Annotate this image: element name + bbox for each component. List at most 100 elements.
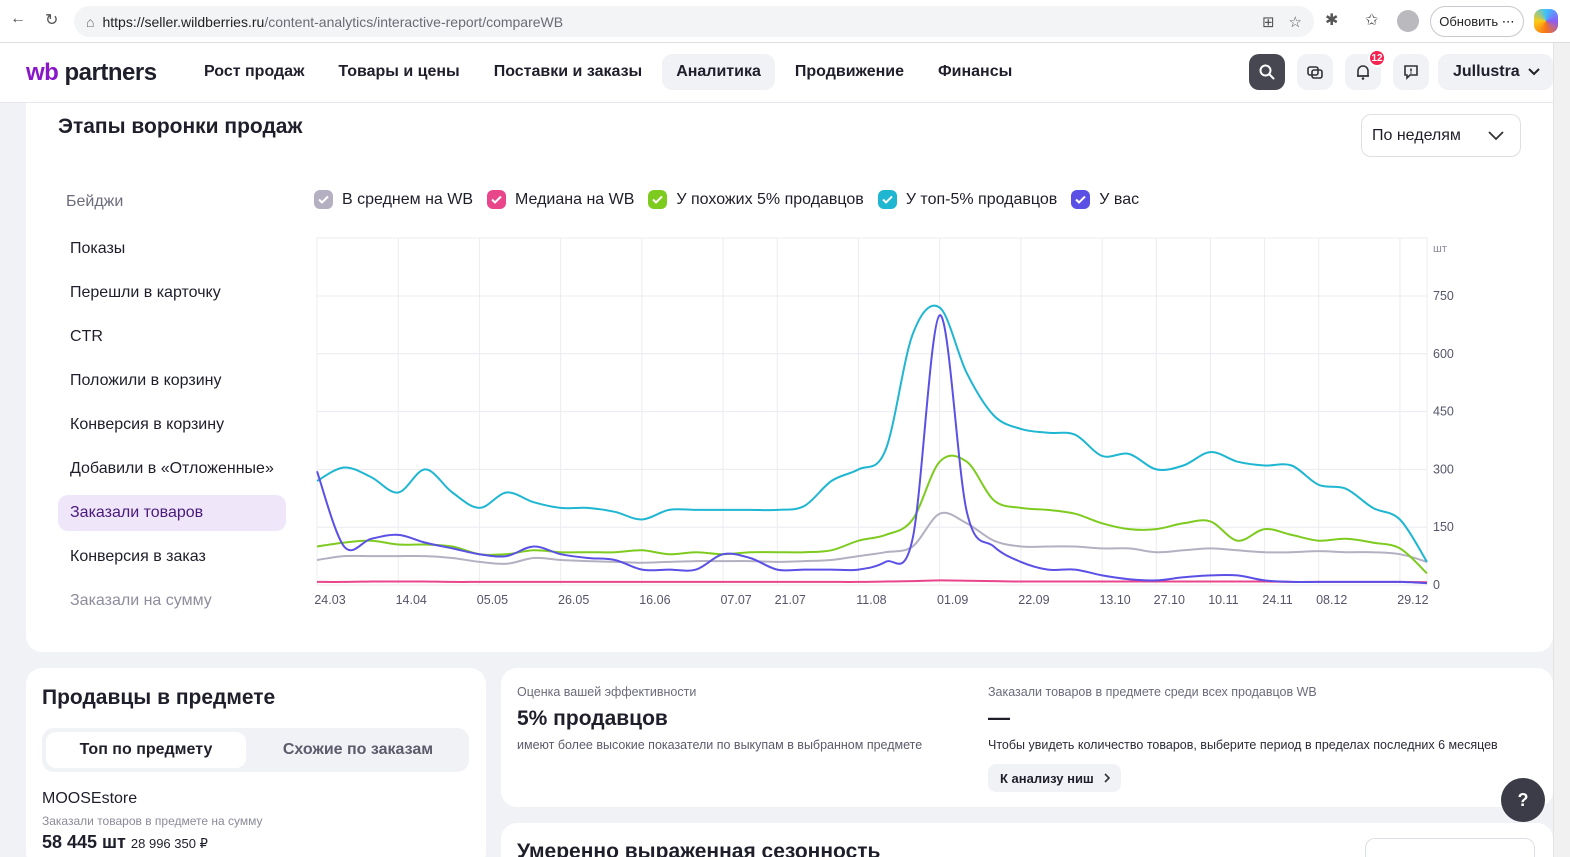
browser-toolbar: ← ↻ ⌂ https://seller.wildberries.ru/cont…: [0, 0, 1570, 43]
metric-order-sum[interactable]: Заказали на сумму: [70, 592, 212, 609]
logo-partners: partners: [64, 59, 158, 86]
menu-finance[interactable]: Финансы: [937, 63, 1013, 80]
x-tick-label: 13.10: [1099, 593, 1130, 607]
menu-products[interactable]: Товары и цены: [338, 63, 460, 80]
profile-avatar[interactable]: [1397, 10, 1419, 32]
url-host: https://seller.wildberries.ru: [102, 13, 265, 30]
y-tick-label: 450: [1433, 405, 1454, 419]
reload-icon[interactable]: ↻: [45, 12, 59, 29]
x-tick-label: 10.11: [1208, 593, 1238, 607]
chart-legend: В среднем на WB Медиана на WB У похожих …: [314, 190, 1139, 209]
logo-wb: wb: [26, 59, 59, 86]
niche-analysis-button[interactable]: К анализу ниш: [988, 764, 1121, 792]
seasonality-select[interactable]: [1365, 838, 1535, 857]
menu-growth[interactable]: Рост продаж: [204, 63, 305, 80]
series-median-wb-line: [316, 579, 1428, 584]
legend-label: У топ-5% продавцов: [905, 190, 1058, 208]
x-tick-label: 29.12: [1397, 593, 1428, 607]
x-tick-label: 07.07: [720, 593, 751, 607]
tab-top-in-subject[interactable]: Топ по предмету: [46, 732, 246, 768]
reader-view-icon[interactable]: ⊞: [1261, 13, 1275, 31]
back-icon[interactable]: ←: [10, 10, 26, 27]
funnel-chart[interactable]: 24.03 14.04 05.05 26.05 16.06 07.07 21.07 11.08…: [300, 230, 1460, 615]
account-name: Jullustra: [1453, 63, 1520, 80]
help-button[interactable]: ?: [1501, 778, 1545, 822]
period-value: По неделям: [1372, 126, 1461, 144]
chat-button[interactable]: [1297, 54, 1333, 90]
metric-cart-conversion[interactable]: Конверсия в корзину: [70, 416, 225, 433]
site-info-icon[interactable]: ⌂: [86, 13, 95, 30]
x-tick-label: 24.03: [314, 593, 345, 607]
search-button[interactable]: [1249, 54, 1285, 90]
checkbox-icon[interactable]: [648, 190, 668, 209]
seasonality-title: Умеренно выраженная сезонность: [517, 840, 881, 857]
menu-supplies[interactable]: Поставки и заказы: [493, 63, 643, 80]
legend-avg-wb[interactable]: В среднем на WB: [314, 190, 473, 209]
y-tick-label: 0: [1433, 578, 1440, 592]
legend-top-5[interactable]: У топ-5% продавцов: [877, 190, 1058, 209]
x-tick-label: 22.09: [1018, 593, 1049, 607]
metric-orders[interactable]: Заказали товаров: [58, 495, 286, 531]
notifications-badge: 12: [1368, 49, 1386, 67]
metric-order-conversion[interactable]: Конверсия в заказ: [70, 548, 206, 565]
search-icon: [1259, 64, 1275, 80]
x-tick-label: 16.06: [639, 593, 670, 607]
metric-wishlist[interactable]: Добавили в «Отложенные»: [70, 460, 274, 477]
series-top-5-line: [316, 304, 1428, 563]
menu-analytics[interactable]: Аналитика: [662, 54, 775, 90]
metric-list: Показы Перешли в карточку CTR Положили в…: [58, 231, 286, 627]
orders-value: —: [988, 705, 1010, 730]
checkbox-icon[interactable]: [314, 190, 333, 209]
address-bar[interactable]: ⌂ https://seller.wildberries.ru/content-…: [74, 6, 1314, 37]
checkbox-icon[interactable]: [877, 190, 897, 209]
badges-label: Бейджи: [66, 193, 124, 210]
metric-impressions[interactable]: Показы: [70, 240, 126, 257]
legend-label: В среднем на WB: [342, 190, 474, 208]
niche-analysis-label: К анализу ниш: [1000, 770, 1094, 786]
copilot-icon[interactable]: [1534, 9, 1558, 33]
orders-note: Чтобы увидеть количество товаров, выбери…: [988, 738, 1498, 752]
x-tick-label: 05.05: [477, 593, 508, 607]
legend-median-wb[interactable]: Медиана на WB: [487, 190, 634, 209]
x-tick-label: 27.10: [1154, 593, 1185, 607]
page-scrollbar[interactable]: [1553, 43, 1570, 857]
chat-icon: [1307, 66, 1323, 79]
legend-you[interactable]: У вас: [1071, 190, 1139, 209]
wb-partners-logo[interactable]: wb partners: [26, 59, 157, 87]
y-tick-label: 300: [1433, 462, 1454, 476]
checkbox-icon[interactable]: [487, 190, 507, 209]
metric-ctr[interactable]: CTR: [70, 328, 103, 345]
favorite-star-icon[interactable]: ☆: [1288, 13, 1302, 31]
legend-label: Медиана на WB: [515, 190, 635, 208]
feedback-icon: [1404, 65, 1418, 80]
update-button[interactable]: Обновить ⋯: [1430, 6, 1524, 37]
menu-promotion[interactable]: Продвижение: [794, 63, 904, 80]
efficiency-label: Оценка вашей эффективности: [517, 685, 697, 699]
favorites-icon[interactable]: ✩: [1365, 12, 1379, 29]
seller-value: 58 445 шт 28 996 350 ₽: [42, 832, 208, 853]
chevron-right-icon: [1104, 773, 1110, 783]
main-menu: Рост продаж Товары и цены Поставки и зак…: [190, 54, 1026, 90]
chevron-down-icon: [1528, 68, 1540, 76]
more-icon: ⋯: [1501, 13, 1515, 29]
checkbox-icon[interactable]: [1071, 190, 1091, 209]
y-unit-label: шт: [1433, 243, 1447, 255]
seller-sum: 28 996 350 ₽: [130, 836, 208, 851]
series-avg-wb-line: [316, 511, 1428, 565]
period-select[interactable]: По неделям: [1361, 114, 1521, 157]
legend-label: У похожих 5% продавцов: [676, 190, 864, 208]
seller-subtitle: Заказали товаров в предмете на сумму: [42, 814, 263, 828]
extensions-icon[interactable]: ✱: [1325, 12, 1339, 29]
y-tick-label: 750: [1433, 289, 1454, 303]
url-path: /content-analytics/interactive-report/co…: [264, 13, 564, 30]
sellers-segmented-control: Топ по предмету Схожие по заказам: [42, 728, 469, 772]
bell-icon: [1357, 65, 1369, 80]
metric-card-visits[interactable]: Перешли в карточку: [70, 284, 221, 301]
legend-similar-5[interactable]: У похожих 5% продавцов: [648, 190, 864, 209]
account-menu[interactable]: Jullustra: [1438, 54, 1553, 90]
metric-add-to-cart[interactable]: Положили в корзину: [70, 372, 222, 389]
tab-similar-orders[interactable]: Схожие по заказам: [282, 741, 434, 758]
seller-name[interactable]: MOOSEstore: [42, 790, 138, 807]
y-tick-label: 150: [1433, 520, 1454, 534]
feedback-button[interactable]: [1393, 54, 1429, 90]
